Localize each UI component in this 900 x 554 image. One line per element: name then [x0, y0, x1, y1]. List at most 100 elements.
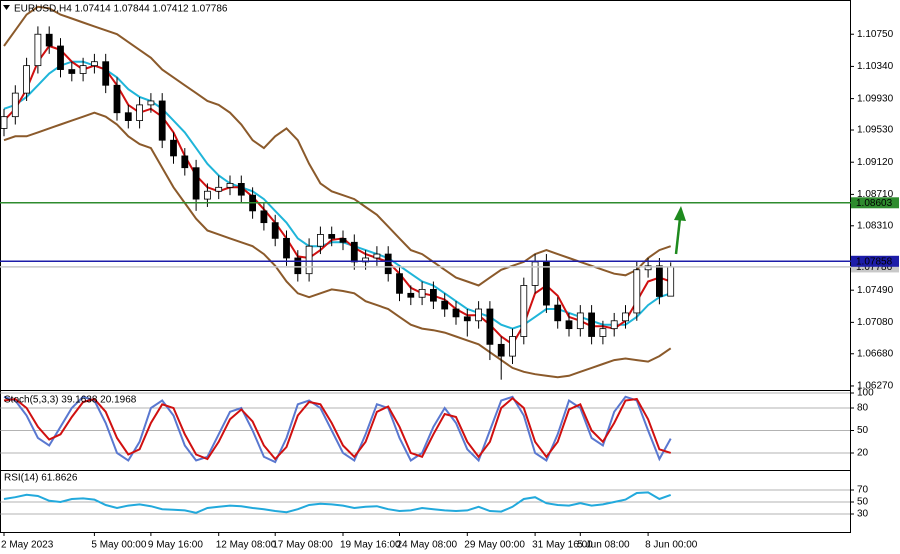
candle-body: [339, 237, 347, 243]
level-label-bg: [851, 197, 899, 209]
candle-body: [520, 285, 528, 337]
y-tick-label: 1.09930: [857, 93, 894, 104]
candle-body: [237, 183, 245, 196]
panel-title: EURUSD,H4 1.07414 1.07844 1.07412 1.0778…: [14, 4, 228, 15]
y-tick-label: 1.09120: [857, 157, 894, 168]
x-tick-label: 17 May 08:00: [272, 540, 333, 551]
candle-body: [0, 116, 8, 129]
candle-body: [384, 253, 392, 275]
candle-body: [441, 300, 449, 310]
candle-body: [429, 288, 437, 302]
candle-body: [79, 65, 87, 74]
candle-body: [91, 61, 98, 67]
y-tick-label: 1.06680: [857, 348, 894, 359]
candle-body: [667, 266, 675, 297]
candle-body: [554, 304, 562, 322]
panel-title: RSI(14) 61.8626: [4, 473, 78, 484]
x-tick-label: 8 Jun 00:00: [645, 540, 698, 551]
y-tick-label: 70: [857, 485, 869, 496]
level-label-bg: [851, 255, 899, 267]
candle-body: [576, 312, 584, 330]
candle-body: [294, 257, 302, 275]
candle-body: [170, 139, 177, 157]
candle-body: [656, 265, 663, 297]
candle-body: [588, 312, 595, 337]
candle-body: [543, 261, 550, 306]
candle-body: [486, 308, 494, 345]
candle-body: [158, 100, 166, 141]
candle-body: [271, 222, 279, 239]
y-tick-label: 100: [857, 388, 874, 399]
candle-body: [644, 265, 652, 271]
candle-body: [350, 241, 358, 263]
candle-body: [226, 183, 234, 188]
candle-body: [509, 336, 516, 357]
candle-body: [373, 253, 381, 259]
candle-body: [124, 112, 132, 121]
level-label-bg: [851, 261, 899, 273]
y-tick-label: 1.07490: [857, 285, 894, 296]
candle-body: [102, 61, 110, 86]
indicator-line: [3, 44, 672, 346]
x-tick-label: 31 May 16:00: [532, 540, 593, 551]
y-tick-label: 1.09530: [857, 125, 894, 136]
candle-body: [407, 292, 415, 298]
x-tick-label: 5 Jun 08:00: [577, 540, 630, 551]
level-label: 1.07786: [856, 262, 893, 273]
candle-body: [136, 104, 144, 121]
candle-body: [45, 33, 53, 47]
candle-body: [599, 328, 607, 337]
candle-body: [328, 234, 336, 239]
y-tick-label: 30: [857, 509, 869, 520]
candle-body: [283, 237, 290, 259]
candle-body: [181, 155, 189, 169]
menu-triangle[interactable]: [3, 5, 10, 10]
candle-body: [610, 320, 618, 330]
candle-body: [565, 320, 573, 330]
y-tick-label: 50: [857, 497, 869, 508]
x-tick-label: 29 May 00:00: [464, 540, 525, 551]
y-tick-label: 1.10750: [857, 29, 894, 40]
level-label: 1.07858: [856, 256, 893, 267]
candle-body: [147, 100, 155, 106]
y-tick-label: 80: [857, 403, 869, 414]
candle-body: [203, 190, 211, 200]
candle-body: [11, 92, 19, 118]
indicator-line: [3, 491, 672, 514]
candle-body: [463, 316, 471, 322]
x-tick-label: 24 May 08:00: [397, 540, 458, 551]
y-tick-label: 1.08710: [857, 189, 894, 200]
indicator-line: [3, 396, 672, 461]
candle-body: [622, 312, 629, 322]
x-tick-label: 5 May 00:00: [91, 540, 146, 551]
candle-body: [192, 167, 200, 200]
candle-body: [23, 65, 31, 94]
y-tick-label: 50: [857, 425, 869, 436]
candle-body: [305, 245, 313, 275]
x-tick-label: 9 May 16:00: [148, 540, 203, 551]
y-tick-label: 20: [857, 448, 869, 459]
indicator-line: [3, 111, 672, 379]
candle-body: [113, 84, 121, 114]
y-tick-label: 1.10340: [857, 61, 894, 72]
candle-body: [260, 210, 268, 224]
candle-body: [68, 69, 76, 74]
candle-body: [57, 45, 64, 70]
y-tick-label: 1.07080: [857, 317, 894, 328]
candle-body: [633, 269, 641, 314]
candle-body: [215, 186, 223, 192]
candle-body: [497, 343, 505, 357]
y-tick-label: 1.08310: [857, 220, 894, 231]
indicator-line: [3, 5, 672, 287]
candle-body: [452, 308, 460, 318]
candle-body: [396, 273, 403, 294]
panel-title: Stoch(5,3,3) 39.1638 20.1968: [4, 395, 137, 406]
candle-body: [531, 261, 539, 286]
candle-body: [34, 33, 42, 67]
candle-body: [475, 308, 483, 322]
forecast-arrow: [674, 206, 686, 255]
y-tick-label: 1.06270: [857, 381, 894, 392]
x-tick-label: 12 May 08:00: [216, 540, 277, 551]
